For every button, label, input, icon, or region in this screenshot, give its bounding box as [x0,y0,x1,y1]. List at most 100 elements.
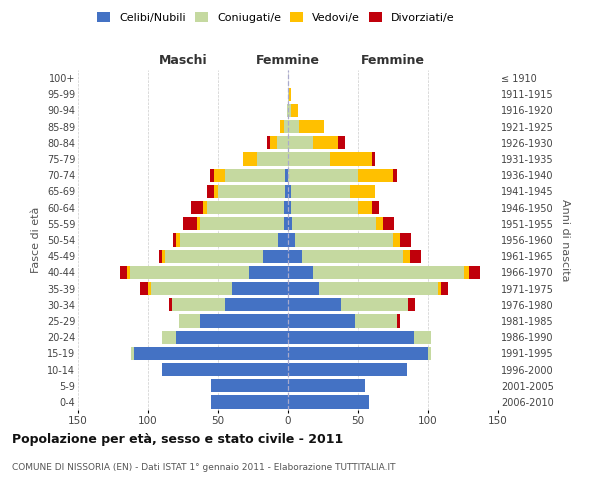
Bar [288,379,365,392]
Bar [288,201,379,214]
Bar [288,363,407,376]
Bar [179,314,288,328]
Bar [207,185,288,198]
Bar [263,250,288,263]
Bar [179,314,288,328]
Bar [162,330,288,344]
Bar [288,314,397,328]
Bar [191,201,288,214]
Bar [151,282,288,295]
Bar [288,330,414,344]
Bar [288,363,407,376]
Bar [211,396,288,408]
Bar [288,314,355,328]
Bar [214,168,288,182]
Bar [162,363,288,376]
Bar [278,234,288,246]
Bar [288,379,365,392]
Bar [285,168,288,182]
Bar [207,201,288,214]
Bar [288,346,431,360]
Bar [288,234,400,246]
Text: Maschi: Maschi [158,54,208,66]
Bar [288,346,428,360]
Bar [288,201,372,214]
Bar [288,266,313,279]
Bar [288,314,397,328]
Bar [270,136,288,149]
Bar [218,185,288,198]
Bar [288,396,369,408]
Bar [197,217,288,230]
Bar [249,266,288,279]
Bar [288,88,291,101]
Bar [288,217,394,230]
Bar [288,185,350,198]
Bar [288,282,319,295]
Bar [243,152,288,166]
Bar [176,234,288,246]
Bar [288,104,298,117]
Bar [148,282,288,295]
Bar [288,346,431,360]
Bar [288,104,291,117]
Bar [287,104,288,117]
Bar [200,314,288,328]
Bar [180,234,288,246]
Bar [211,396,288,408]
Bar [162,250,288,263]
Y-axis label: Anni di nascita: Anni di nascita [560,198,571,281]
Bar [127,266,288,279]
Bar [288,234,411,246]
Bar [288,379,365,392]
Bar [288,185,375,198]
Bar [232,282,288,295]
Text: Popolazione per età, sesso e stato civile - 2011: Popolazione per età, sesso e stato civil… [12,432,343,446]
Bar [288,250,403,263]
Bar [288,201,291,214]
Text: COMUNE DI NISSORIA (EN) - Dati ISTAT 1° gennaio 2011 - Elaborazione TUTTITALIA.I: COMUNE DI NISSORIA (EN) - Dati ISTAT 1° … [12,462,395,471]
Bar [288,330,431,344]
Bar [288,298,409,312]
Bar [288,282,440,295]
Bar [277,136,288,149]
Bar [288,346,431,360]
Bar [288,136,338,149]
Bar [288,152,372,166]
Bar [211,396,288,408]
Bar [288,120,325,134]
Bar [120,266,288,279]
Y-axis label: Fasce di età: Fasce di età [31,207,41,273]
Bar [288,266,480,279]
Bar [284,120,288,134]
Bar [288,363,407,376]
Bar [165,250,288,263]
Bar [287,104,288,117]
Bar [243,152,288,166]
Bar [131,346,288,360]
Bar [288,217,292,230]
Bar [287,104,288,117]
Bar [288,330,431,344]
Bar [169,298,288,312]
Text: Femmine: Femmine [256,54,320,66]
Bar [267,136,288,149]
Bar [288,88,291,101]
Bar [211,396,288,408]
Bar [130,266,288,279]
Bar [288,185,291,198]
Bar [225,168,288,182]
Bar [280,120,288,134]
Bar [288,314,400,328]
Bar [288,266,469,279]
Bar [288,136,346,149]
Bar [211,379,288,392]
Bar [211,379,288,392]
Bar [288,396,369,408]
Bar [179,314,288,328]
Bar [172,298,288,312]
Bar [288,120,325,134]
Bar [285,185,288,198]
Bar [200,217,288,230]
Bar [162,363,288,376]
